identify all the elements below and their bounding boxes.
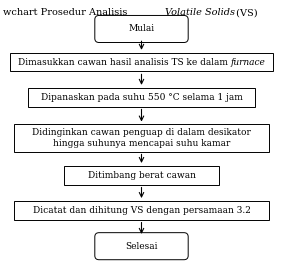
Text: wchart Prosedur Analisis: wchart Prosedur Analisis bbox=[3, 8, 130, 17]
Text: furnace: furnace bbox=[230, 58, 265, 67]
Text: (VS): (VS) bbox=[233, 8, 258, 17]
Text: Ditimbang berat cawan: Ditimbang berat cawan bbox=[87, 171, 196, 180]
Text: Dipanaskan pada suhu 550 °C selama 1 jam: Dipanaskan pada suhu 550 °C selama 1 jam bbox=[40, 93, 243, 102]
Text: Mulai: Mulai bbox=[128, 25, 155, 33]
Text: Dicatat dan dihitung VS dengan persamaan 3.2: Dicatat dan dihitung VS dengan persamaan… bbox=[33, 206, 250, 215]
FancyBboxPatch shape bbox=[95, 15, 188, 43]
FancyBboxPatch shape bbox=[95, 233, 188, 260]
Text: Didinginkan cawan penguap di dalam desikator
hingga suhunya mencapai suhu kamar: Didinginkan cawan penguap di dalam desik… bbox=[32, 128, 251, 148]
FancyBboxPatch shape bbox=[10, 53, 273, 71]
Text: Selesai: Selesai bbox=[125, 242, 158, 251]
FancyBboxPatch shape bbox=[14, 201, 269, 220]
FancyBboxPatch shape bbox=[14, 124, 269, 152]
Text: Dimasukkan cawan hasil analisis TS ke dalam: Dimasukkan cawan hasil analisis TS ke da… bbox=[18, 58, 230, 67]
FancyBboxPatch shape bbox=[28, 88, 255, 107]
FancyBboxPatch shape bbox=[64, 166, 219, 185]
Text: Volatile Solids: Volatile Solids bbox=[165, 8, 235, 17]
